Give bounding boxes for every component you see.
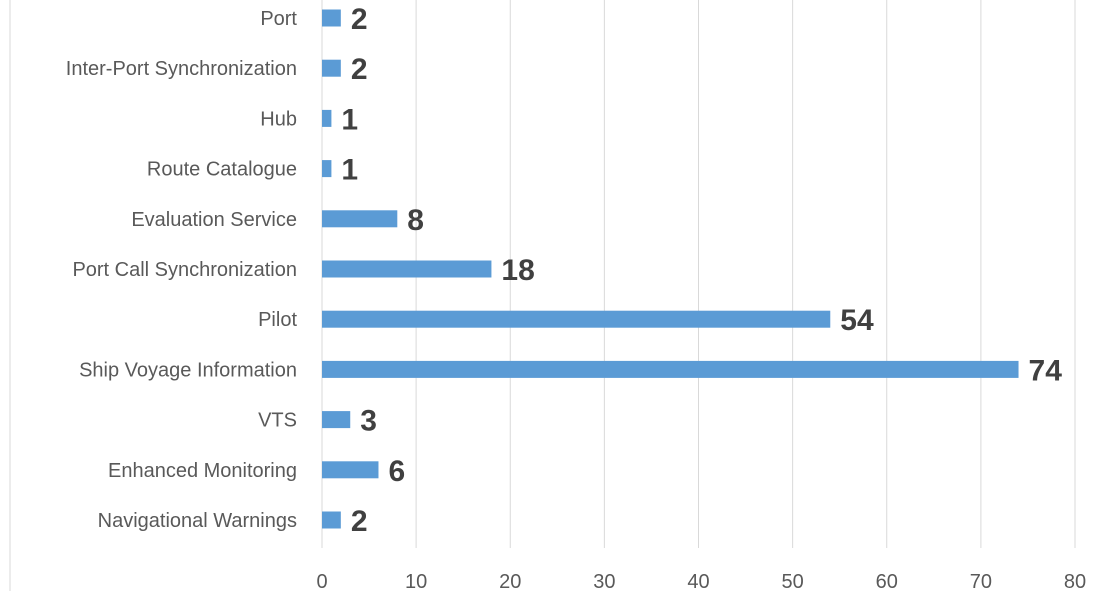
category-label: VTS bbox=[258, 410, 297, 432]
data-label: 2 bbox=[351, 505, 368, 538]
bar bbox=[322, 59, 341, 77]
bar bbox=[322, 210, 398, 228]
bar bbox=[322, 511, 341, 529]
data-label: 2 bbox=[351, 3, 368, 36]
category-label: Evaluation Service bbox=[131, 209, 297, 231]
data-label: 2 bbox=[351, 53, 368, 86]
x-tick-label: 30 bbox=[593, 571, 615, 591]
x-tick-label: 10 bbox=[405, 571, 427, 591]
x-tick-label: 50 bbox=[782, 571, 804, 591]
x-tick-label: 40 bbox=[687, 571, 709, 591]
bar bbox=[322, 411, 351, 429]
data-label: 18 bbox=[501, 254, 534, 287]
bar bbox=[322, 260, 492, 278]
category-labels: Port Inter-Port Synchronization Hub Route C… bbox=[66, 8, 298, 532]
x-tick-label: 70 bbox=[970, 571, 992, 591]
category-label: Port bbox=[260, 8, 297, 30]
category-label: Inter-Port Synchronization bbox=[66, 58, 297, 80]
x-tick-labels: 0 10 20 30 40 50 60 70 80 bbox=[316, 571, 1086, 591]
category-label: Navigational Warnings bbox=[98, 510, 297, 532]
gridlines bbox=[321, 0, 1076, 548]
category-label: Port Call Synchronization bbox=[72, 259, 297, 281]
category-label: Ship Voyage Information bbox=[79, 359, 297, 381]
data-label: 54 bbox=[840, 304, 874, 337]
bar bbox=[322, 160, 332, 178]
data-label: 6 bbox=[388, 455, 405, 488]
category-label: Pilot bbox=[258, 309, 297, 331]
data-label: 8 bbox=[407, 204, 424, 237]
x-tick-label: 0 bbox=[316, 571, 327, 591]
bar bbox=[322, 360, 1019, 378]
category-label: Route Catalogue bbox=[147, 159, 297, 181]
bar bbox=[322, 310, 831, 328]
x-tick-label: 60 bbox=[876, 571, 898, 591]
bar bbox=[322, 9, 341, 27]
category-label: Hub bbox=[260, 108, 297, 130]
category-label: Enhanced Monitoring bbox=[108, 460, 297, 482]
data-label: 1 bbox=[341, 103, 358, 136]
data-label: 3 bbox=[360, 405, 377, 438]
data-label: 74 bbox=[1029, 354, 1063, 387]
bar bbox=[322, 109, 332, 127]
bar bbox=[322, 461, 379, 479]
x-tick-label: 80 bbox=[1064, 571, 1086, 591]
x-tick-label: 20 bbox=[499, 571, 521, 591]
bars bbox=[322, 9, 1019, 529]
data-label: 1 bbox=[341, 154, 358, 187]
